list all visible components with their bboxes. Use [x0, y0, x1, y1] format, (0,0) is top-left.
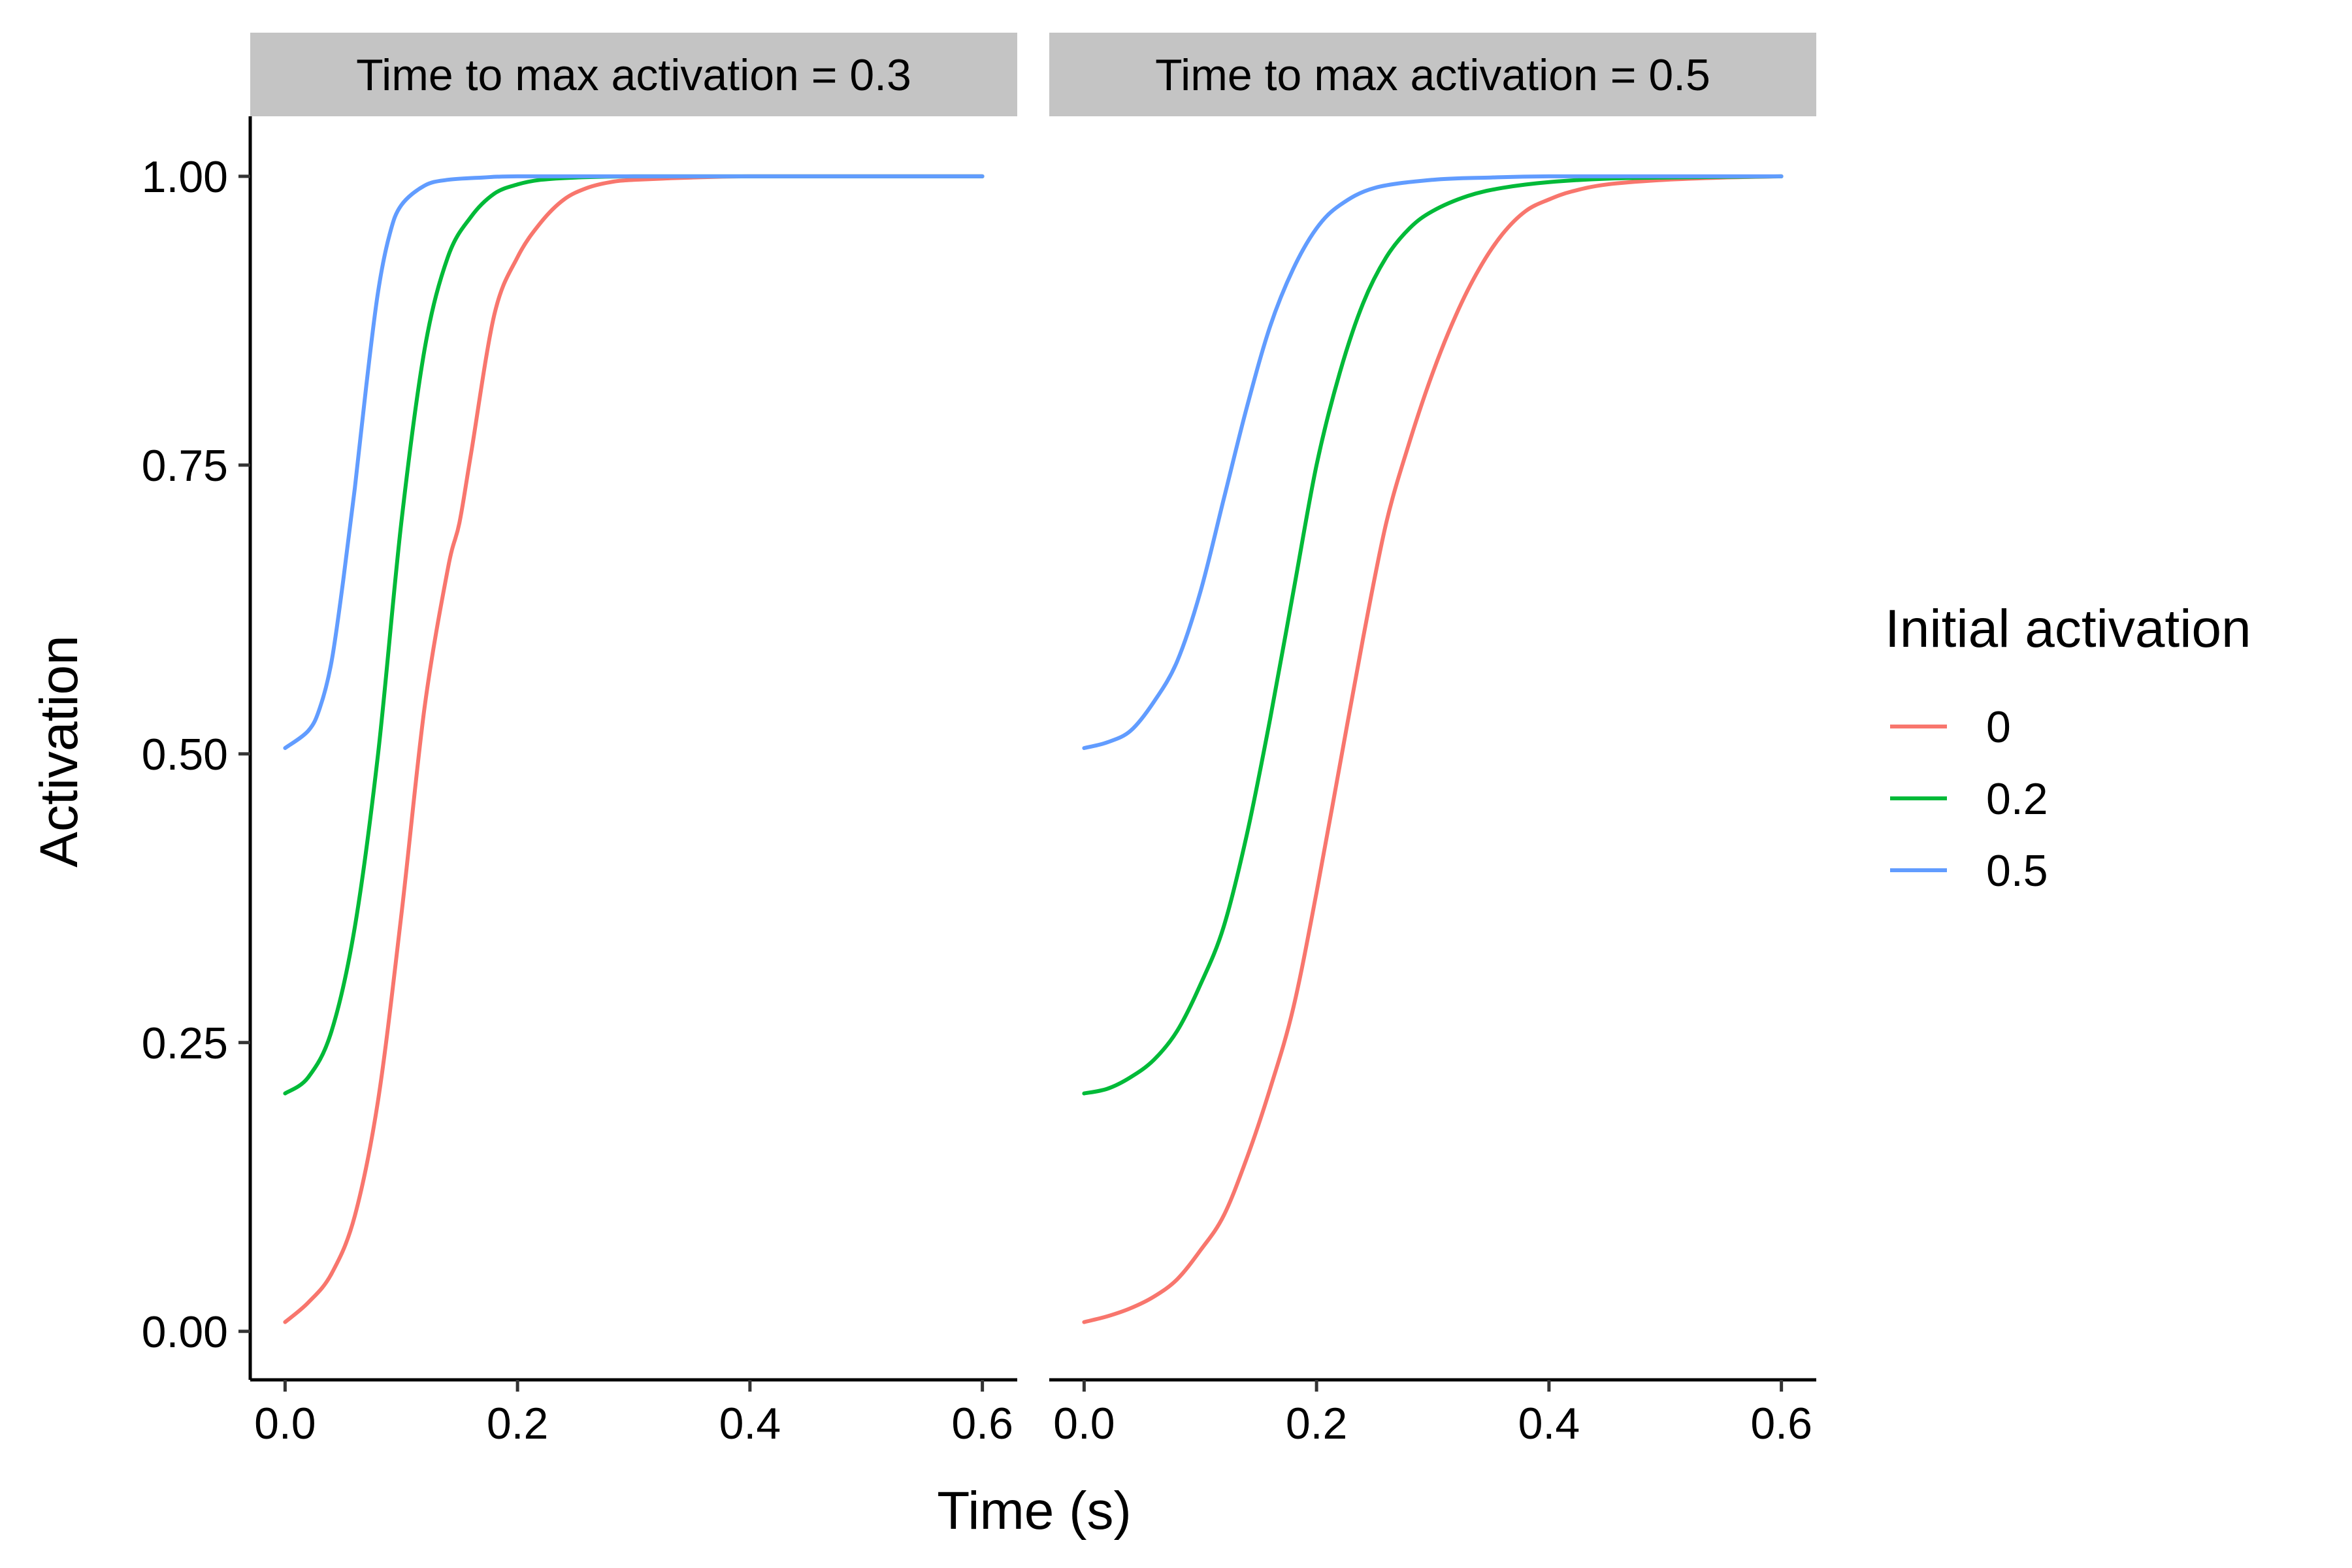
panel-strip-background: [250, 33, 1017, 116]
x-tick-label: 0.2: [1286, 1399, 1348, 1448]
x-tick-label: 0.4: [1518, 1399, 1580, 1448]
x-tick-label: 0.0: [254, 1399, 316, 1448]
legend-title: Initial activation: [1885, 599, 2251, 659]
legend-item: 0.2: [1890, 774, 2048, 824]
x-tick-label: 0.4: [719, 1399, 781, 1448]
y-axis-title: Activation: [29, 635, 89, 868]
panel-2: Time to max activation = 0.5 0.0 0.2 0.4 0.6: [1049, 33, 1816, 1448]
legend-label: 0.5: [1986, 846, 2048, 896]
x-tick-label: 0.2: [487, 1399, 549, 1448]
y-tick-label: 1.00: [142, 152, 228, 202]
y-tick-label: 0.50: [142, 730, 228, 779]
y-tick-label: 0.25: [142, 1019, 228, 1068]
series-line-0: [283, 174, 985, 1324]
series-line-0-2: [283, 174, 985, 1096]
legend: Initial activation 0 0.2 0.5: [1885, 599, 2251, 896]
legend-item: 0.5: [1890, 846, 2048, 896]
legend-entries: 0 0.2 0.5: [1890, 702, 2048, 896]
series-line-0-5: [283, 174, 985, 750]
panel-strip-background: [1049, 33, 1816, 116]
panels-layer: Time to max activation = 0.3 0.0 0.2 0.4 0.6…: [142, 33, 1816, 1448]
legend-item: 0: [1890, 702, 2011, 752]
y-tick-label: 0.75: [142, 441, 228, 491]
series-line-0: [1082, 174, 1784, 1324]
x-tick-label: 0.0: [1053, 1399, 1115, 1448]
series-line-0-5: [1082, 174, 1784, 750]
x-axis-title: Time (s): [937, 1481, 1132, 1541]
panel-strip-label: Time to max activation = 0.5: [1155, 50, 1710, 100]
y-tick-label: 0.00: [142, 1307, 228, 1357]
panel-strip-label: Time to max activation = 0.3: [356, 50, 911, 100]
panel-1: Time to max activation = 0.3 0.0 0.2 0.4 0.6…: [142, 33, 1017, 1448]
legend-label: 0.2: [1986, 774, 2048, 824]
legend-label: 0: [1986, 702, 2011, 752]
x-tick-label: 0.6: [1750, 1399, 1812, 1448]
series-line-0-2: [1082, 174, 1784, 1096]
x-tick-label: 0.6: [951, 1399, 1013, 1448]
